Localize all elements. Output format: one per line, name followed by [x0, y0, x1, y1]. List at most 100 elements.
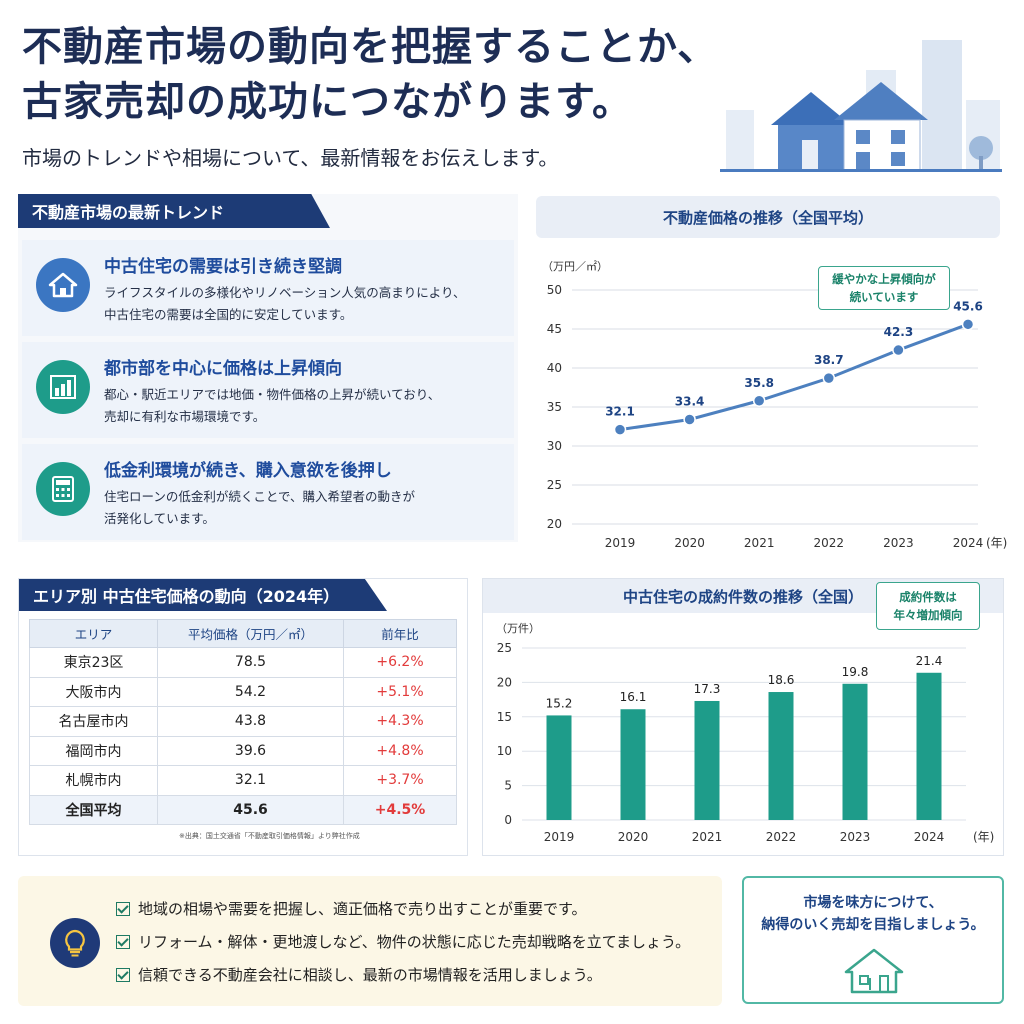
callout-line: 成約件数は	[899, 590, 957, 604]
data-label: 38.7	[814, 353, 844, 367]
table-cell: 43.8	[157, 706, 344, 737]
cta-box: 市場を味方につけて、 納得のいく売却を目指しましょう。	[742, 876, 1004, 1004]
area-price-table: エリア 平均価格（万円／㎡） 前年比 東京23区 78.5 +6.2% 大阪市内…	[29, 619, 457, 825]
data-label: 21.4	[916, 654, 943, 668]
data-label: 33.4	[675, 394, 705, 408]
y-tick-label: 35	[547, 400, 562, 414]
area-table-section-label: エリア別 中古住宅価格の動向（2024年）	[19, 579, 387, 611]
data-point	[613, 423, 627, 436]
data-label: 15.2	[546, 696, 573, 710]
y-tick-label: 40	[547, 361, 562, 375]
checkbox-checked-icon	[116, 901, 130, 916]
table-row: 東京23区 78.5 +6.2%	[29, 647, 457, 678]
x-tick-label: 2021	[744, 536, 775, 550]
x-tick-label: 2024	[914, 830, 945, 844]
table-cell: 名古屋市内	[29, 706, 158, 737]
sales-chart-callout: 成約件数は 年々増加傾向	[876, 582, 980, 630]
y-tick-label: 10	[497, 744, 512, 758]
trend-desc-line: 都心・駅近エリアでは地価・物件価格の上昇が続いており、	[104, 387, 441, 402]
data-point	[822, 371, 836, 385]
y-tick-label: 25	[547, 478, 562, 492]
checkbox-checked-icon	[116, 934, 130, 949]
cta-message: 市場を味方につけて、 納得のいく売却を目指しましょう。	[744, 892, 1002, 936]
data-label: 35.8	[744, 376, 774, 390]
trend-description: 住宅ローンの低金利が続くことで、購入希望者の動きが 活発化しています。	[104, 486, 504, 530]
x-tick-label: 2023	[840, 830, 871, 844]
trend-card-price: 都市部を中心に価格は上昇傾向 都心・駅近エリアでは地価・物件価格の上昇が続いてお…	[22, 342, 514, 438]
trend-desc-line: ライフスタイルの多様化やリノベーション人気の高まりにより、	[104, 285, 466, 300]
calculator-icon	[36, 462, 90, 516]
y-tick-label: 20	[497, 675, 512, 689]
y-tick-label: 45	[547, 322, 562, 336]
x-tick-label: 2021	[692, 830, 723, 844]
table-cell: 東京23区	[29, 647, 158, 678]
trend-description: 都心・駅近エリアでは地価・物件価格の上昇が続いており、 売却に有利な市場環境です…	[104, 384, 504, 428]
x-tick-label: 2019	[544, 830, 575, 844]
trend-title: 低金利環境が続き、購入意欲を後押し	[104, 461, 392, 481]
sales-chart-x-unit: (年)	[973, 830, 994, 844]
trend-desc-line: 住宅ローンの低金利が続くことで、購入希望者の動きが	[104, 489, 416, 504]
sales-bar-chart: （万件） (年) 0 5 10 15 20 25 15.2 2019 16.1 2020 17.3 2…	[496, 622, 994, 844]
x-tick-label: 2019	[605, 536, 636, 550]
y-tick-label: 20	[547, 517, 562, 531]
trend-card-interest: 低金利環境が続き、購入意欲を後押し 住宅ローンの低金利が続くことで、購入希望者の…	[22, 444, 514, 540]
trend-desc-line: 活発化しています。	[104, 511, 215, 526]
sales-chart-unit: （万件）	[496, 622, 540, 635]
price-line-chart: （万円／㎡） (年) 20 25 30 35 40 45 50 2019 2020 2021 202…	[542, 260, 1007, 550]
x-tick-label: 2020	[674, 536, 705, 550]
tip-item: 信頼できる不動産会社に相談し、最新の市場情報を活用しましょう。	[116, 964, 602, 985]
tip-item: リフォーム・解体・更地渡しなど、物件の状態に応じた売却戦略を立てましょう。	[116, 931, 690, 952]
bar	[768, 692, 794, 820]
trend-desc-line: 中古住宅の需要は全国的に安定しています。	[104, 307, 353, 322]
table-row: 福岡市内 39.6 +4.8%	[29, 735, 457, 766]
tip-text: リフォーム・解体・更地渡しなど、物件の状態に応じた売却戦略を立てましょう。	[138, 933, 691, 951]
x-tick-label: 2023	[883, 536, 914, 550]
checkbox-checked-icon	[116, 967, 130, 982]
bar	[620, 709, 646, 820]
data-label: 17.3	[694, 682, 721, 696]
price-chart-callout: 緩やかな上昇傾向が 続いています	[818, 266, 950, 310]
bar	[546, 715, 572, 820]
house-icon	[36, 258, 90, 312]
x-tick-label: 2024	[953, 536, 984, 550]
cta-line: 納得のいく売却を目指しましょう。	[761, 917, 985, 933]
data-label: 16.1	[620, 690, 647, 704]
x-tick-label: 2022	[814, 536, 845, 550]
callout-line: 緩やかな上昇傾向が	[832, 272, 936, 286]
price-chart-unit: （万円／㎡）	[542, 260, 608, 273]
table-cell: 78.5	[157, 647, 344, 678]
data-label: 32.1	[605, 405, 635, 419]
x-tick-label: 2020	[618, 830, 649, 844]
area-price-table-card: エリア別 中古住宅価格の動向（2024年） エリア 平均価格（万円／㎡） 前年比…	[18, 578, 468, 856]
price-chart-x-unit: (年)	[986, 536, 1007, 550]
table-cell: +3.7%	[343, 765, 457, 796]
lightbulb-icon	[50, 918, 100, 968]
trend-description: ライフスタイルの多様化やリノベーション人気の高まりにより、 中古住宅の需要は全国…	[104, 282, 504, 326]
table-cell: 39.6	[157, 735, 344, 766]
title-line-2: 古家売却の成功につながります。	[22, 79, 633, 125]
trend-title: 都市部を中心に価格は上昇傾向	[104, 359, 342, 379]
y-tick-label: 5	[504, 779, 512, 793]
y-tick-label: 25	[497, 641, 512, 655]
x-tick-label: 2022	[766, 830, 797, 844]
table-cell: +5.1%	[343, 676, 457, 707]
table-cell: +4.5%	[343, 794, 457, 825]
y-tick-label: 30	[547, 439, 562, 453]
trend-title: 中古住宅の需要は引き続き堅調	[104, 257, 342, 277]
bar	[916, 672, 942, 820]
data-label: 19.8	[842, 665, 869, 679]
data-label: 45.6	[953, 299, 983, 313]
table-cell: 福岡市内	[29, 735, 158, 766]
table-row: 札幌市内 32.1 +3.7%	[29, 765, 457, 796]
bar	[694, 700, 720, 820]
table-total-row: 全国平均 45.6 +4.5%	[29, 794, 457, 825]
houses-illustration	[720, 40, 1002, 172]
data-label: 18.6	[768, 673, 795, 687]
table-cell: 45.6	[157, 794, 344, 825]
data-point	[683, 413, 696, 426]
title-line-1: 不動産市場の動向を把握することか、	[22, 24, 719, 70]
table-row: 名古屋市内 43.8 +4.3%	[29, 706, 457, 737]
price-chart-header: 不動産価格の推移（全国平均）	[536, 196, 1000, 238]
y-tick-label: 50	[547, 283, 562, 297]
hero: 不動産市場の動向を把握することか、 古家売却の成功につながります。 市場のトレン…	[0, 0, 1024, 180]
